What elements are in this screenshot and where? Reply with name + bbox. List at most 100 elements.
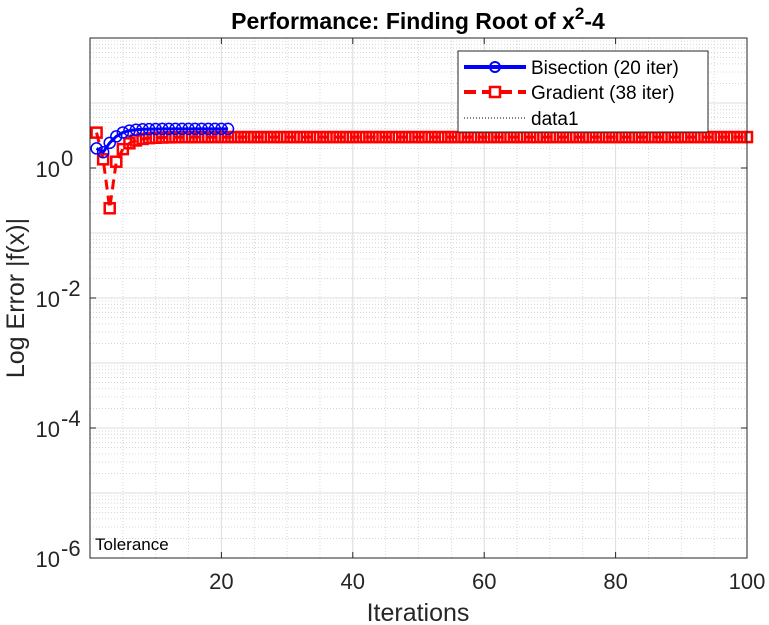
data-point	[208, 130, 222, 144]
data-point	[353, 130, 366, 144]
data-point	[287, 130, 300, 144]
y-tick-label: 10	[36, 287, 60, 312]
y-tick-exponent: -6	[61, 536, 81, 561]
data-point	[175, 130, 189, 144]
data-point	[274, 130, 287, 144]
data-point	[96, 153, 110, 166]
series-layer	[90, 122, 754, 559]
series-0	[90, 122, 235, 159]
data-point	[90, 142, 103, 155]
tick-marks	[90, 38, 748, 559]
data-point	[110, 130, 123, 143]
data-point	[431, 130, 445, 144]
data-point	[175, 122, 189, 136]
data-point	[438, 130, 452, 144]
data-point	[188, 122, 202, 136]
legend-label: Bisection (20 iter)	[531, 58, 679, 79]
series-1	[90, 126, 754, 215]
data-point	[300, 130, 314, 144]
tolerance-annotation: Tolerance	[95, 535, 169, 554]
data-point	[136, 123, 149, 136]
data-point	[385, 130, 399, 144]
legend-item-1: Gradient (38 iter)	[464, 83, 675, 104]
data-point	[307, 130, 320, 144]
data-point	[162, 122, 176, 136]
x-tick-labels: 20 40 60 80 100	[209, 569, 765, 594]
data-point	[96, 145, 110, 159]
data-point	[156, 122, 169, 136]
legend-item-2: data1	[464, 109, 579, 130]
data-point	[188, 130, 202, 144]
data-point	[123, 137, 136, 150]
data-point	[182, 130, 195, 144]
data-point	[445, 130, 458, 144]
data-point	[320, 130, 333, 144]
data-point	[241, 130, 254, 144]
x-tick-label: 20	[209, 569, 233, 594]
data-point	[359, 130, 373, 144]
data-point	[202, 122, 215, 136]
y-tick-exponent: -4	[61, 406, 81, 431]
data-point	[254, 130, 268, 144]
data-point	[405, 130, 419, 144]
data-point	[195, 130, 208, 144]
data-point	[392, 130, 406, 144]
data-point	[372, 130, 386, 144]
data-point	[149, 122, 162, 136]
data-point	[261, 130, 274, 144]
x-tick-label: 80	[603, 569, 627, 594]
data-point	[313, 130, 327, 144]
data-point	[425, 130, 438, 144]
data-point	[129, 123, 143, 136]
data-point	[248, 130, 261, 144]
legend-marker	[489, 61, 501, 73]
data-point	[221, 130, 235, 144]
y-tick-label: 10	[36, 417, 60, 442]
data-point	[714, 130, 727, 144]
data-point	[202, 130, 215, 144]
data-point	[280, 130, 294, 144]
data-point	[346, 130, 360, 144]
data-point	[215, 122, 228, 136]
data-point	[169, 122, 182, 136]
data-point	[142, 122, 156, 136]
data-point	[103, 202, 116, 215]
data-point	[379, 130, 392, 144]
data-point	[326, 130, 340, 144]
data-point	[90, 126, 103, 139]
data-point	[110, 155, 123, 168]
data-point	[293, 130, 307, 144]
data-point	[221, 122, 235, 136]
data-point	[195, 122, 208, 136]
data-point	[734, 130, 747, 144]
y-tick-exponent: 0	[61, 146, 73, 171]
data-point	[418, 130, 432, 144]
y-tick-exponent: -2	[61, 276, 81, 301]
data-point	[366, 130, 379, 144]
data-point	[727, 130, 741, 144]
data-point	[228, 130, 241, 144]
x-tick-label: 40	[341, 569, 365, 594]
y-tick-label: 10	[36, 547, 60, 572]
data-point	[399, 130, 412, 144]
data-point	[333, 130, 346, 144]
data-point	[103, 136, 116, 150]
legend-label: Gradient (38 iter)	[531, 83, 675, 104]
series-line	[95, 132, 747, 209]
data-point	[721, 130, 734, 144]
data-point	[208, 122, 222, 136]
data-point	[136, 132, 149, 146]
y-axis-label: Log Error |f(x)|	[2, 218, 30, 378]
data-point	[215, 130, 228, 144]
data-point	[142, 131, 156, 145]
data-point	[169, 131, 182, 144]
legend-item-0: Bisection (20 iter)	[464, 58, 679, 79]
data-point	[267, 130, 281, 144]
data-point	[162, 131, 176, 144]
data-point	[707, 130, 721, 144]
x-axis-label: Iterations	[367, 599, 470, 625]
chart-title: Performance: Finding Root of x2-4	[231, 4, 605, 34]
data-point	[123, 124, 136, 137]
